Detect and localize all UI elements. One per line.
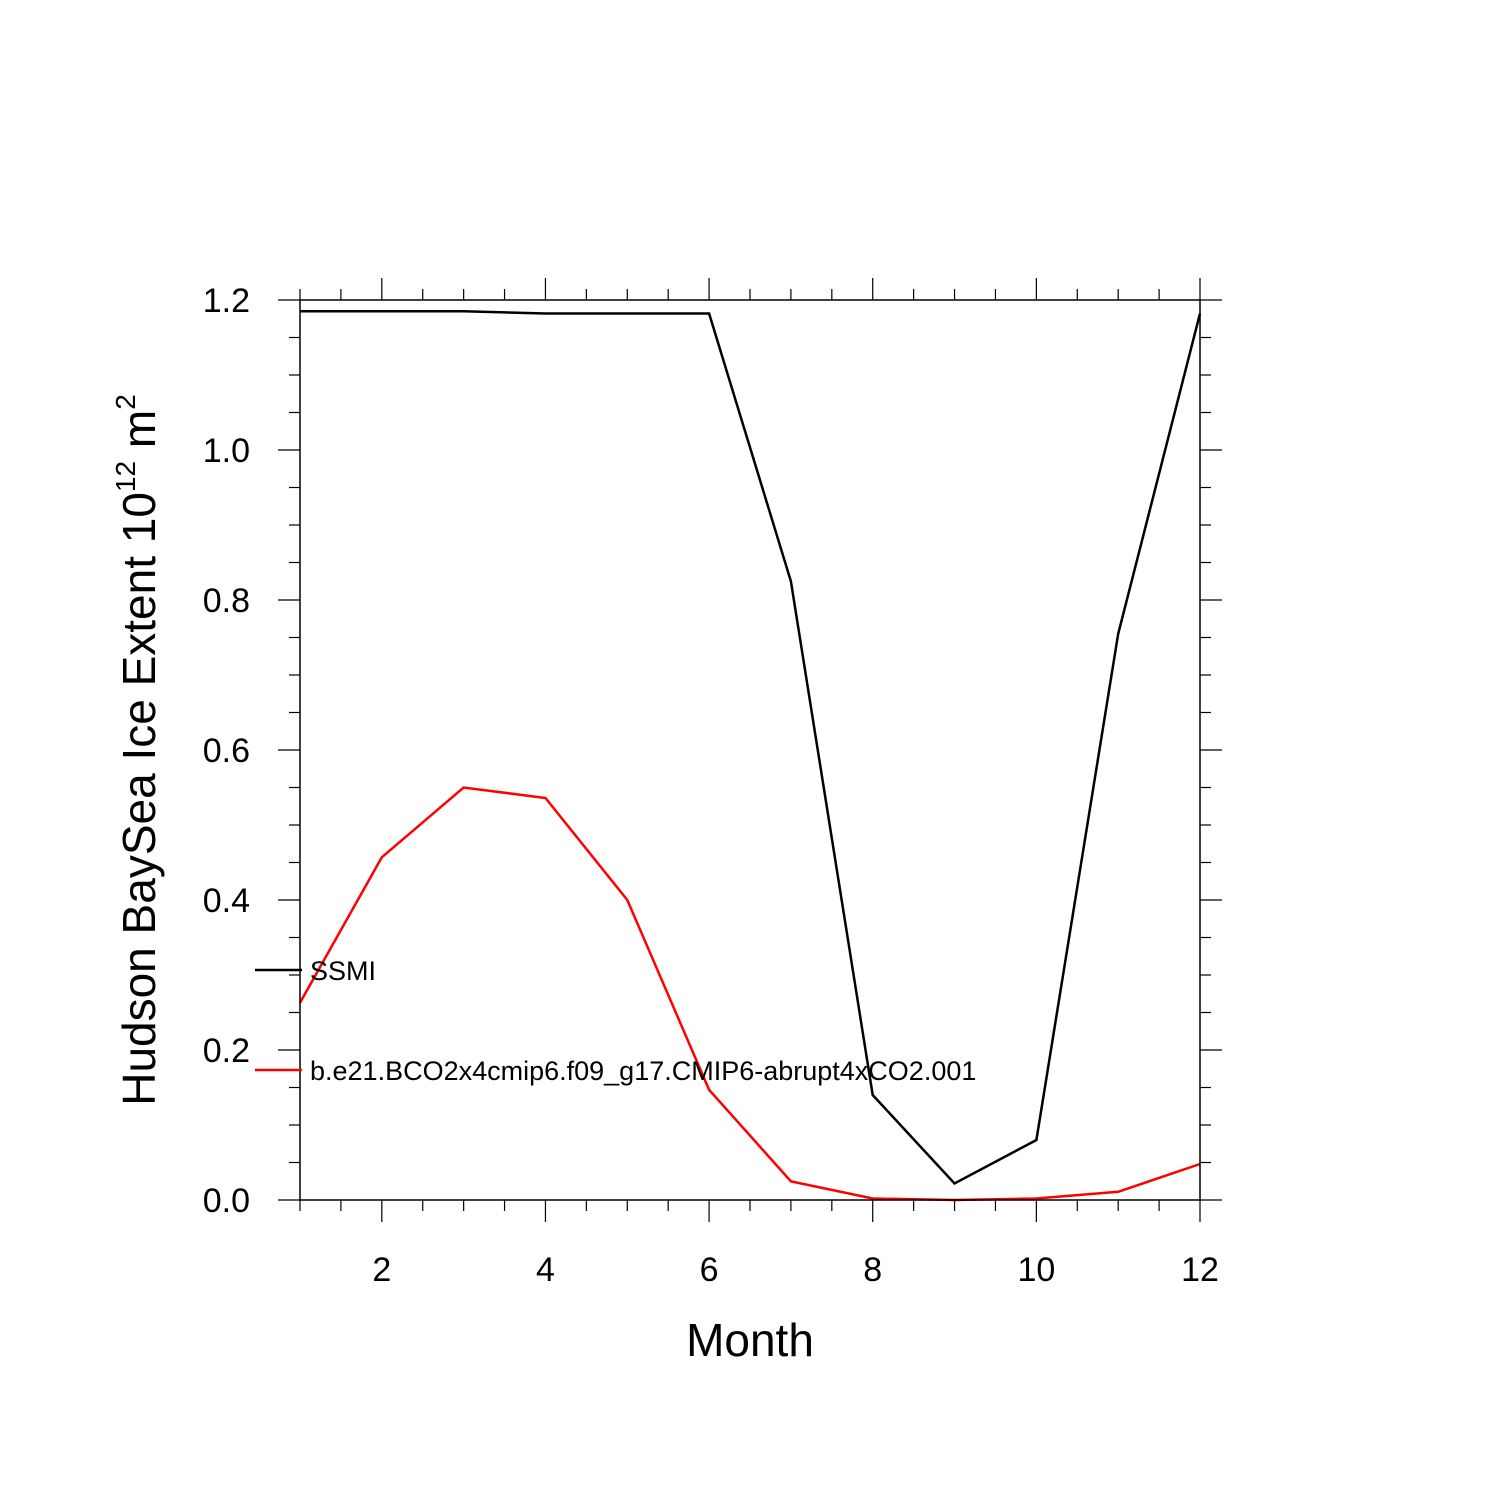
y-tick-label: 0.4 xyxy=(203,882,250,920)
x-tick-label: 2 xyxy=(372,1251,391,1289)
y-tick-label: 1.0 xyxy=(203,432,250,470)
x-tick-label: 12 xyxy=(1181,1251,1219,1289)
y-tick-label: 1.2 xyxy=(203,282,250,320)
series-lines xyxy=(298,310,1202,1202)
legend-label-0: SSMI xyxy=(310,956,376,986)
series-line-0 xyxy=(300,310,1202,1186)
axis-ticks xyxy=(278,278,1222,1222)
x-tick-label: 10 xyxy=(1017,1251,1055,1289)
y-axis-title-exponent: 12 xyxy=(110,461,141,492)
y-tick-label: 0.8 xyxy=(203,582,250,620)
legend: SSMI b.e21.BCO2x4cmip6.f09_g17.CMIP6-abru… xyxy=(255,956,976,1086)
plot-frame xyxy=(299,299,1201,1201)
series-line-1 xyxy=(298,786,1201,1202)
y-axis-title-unit: m xyxy=(113,410,165,461)
y-axis-title-unit-exponent: 2 xyxy=(110,394,141,410)
x-tick-label: 6 xyxy=(700,1251,719,1289)
x-axis-title: Month xyxy=(686,1314,814,1366)
y-tick-label: 0.2 xyxy=(203,1032,250,1070)
y-axis-title-main: Hudson BaySea Ice Extent 10 xyxy=(113,492,165,1106)
x-tick-label: 4 xyxy=(536,1251,555,1289)
y-tick-label: 0.0 xyxy=(203,1182,250,1220)
y-axis-title: Hudson BaySea Ice Extent 1012 m2 xyxy=(110,394,165,1106)
tick-labels: 2 4 6 8 10 12 0.0 0.2 0.4 0.6 0.8 1.0 1.2 xyxy=(203,282,1219,1289)
legend-label-1: b.e21.BCO2x4cmip6.f09_g17.CMIP6-abrupt4x… xyxy=(310,1056,976,1086)
y-tick-label: 0.6 xyxy=(203,732,250,770)
x-tick-label: 8 xyxy=(863,1251,882,1289)
